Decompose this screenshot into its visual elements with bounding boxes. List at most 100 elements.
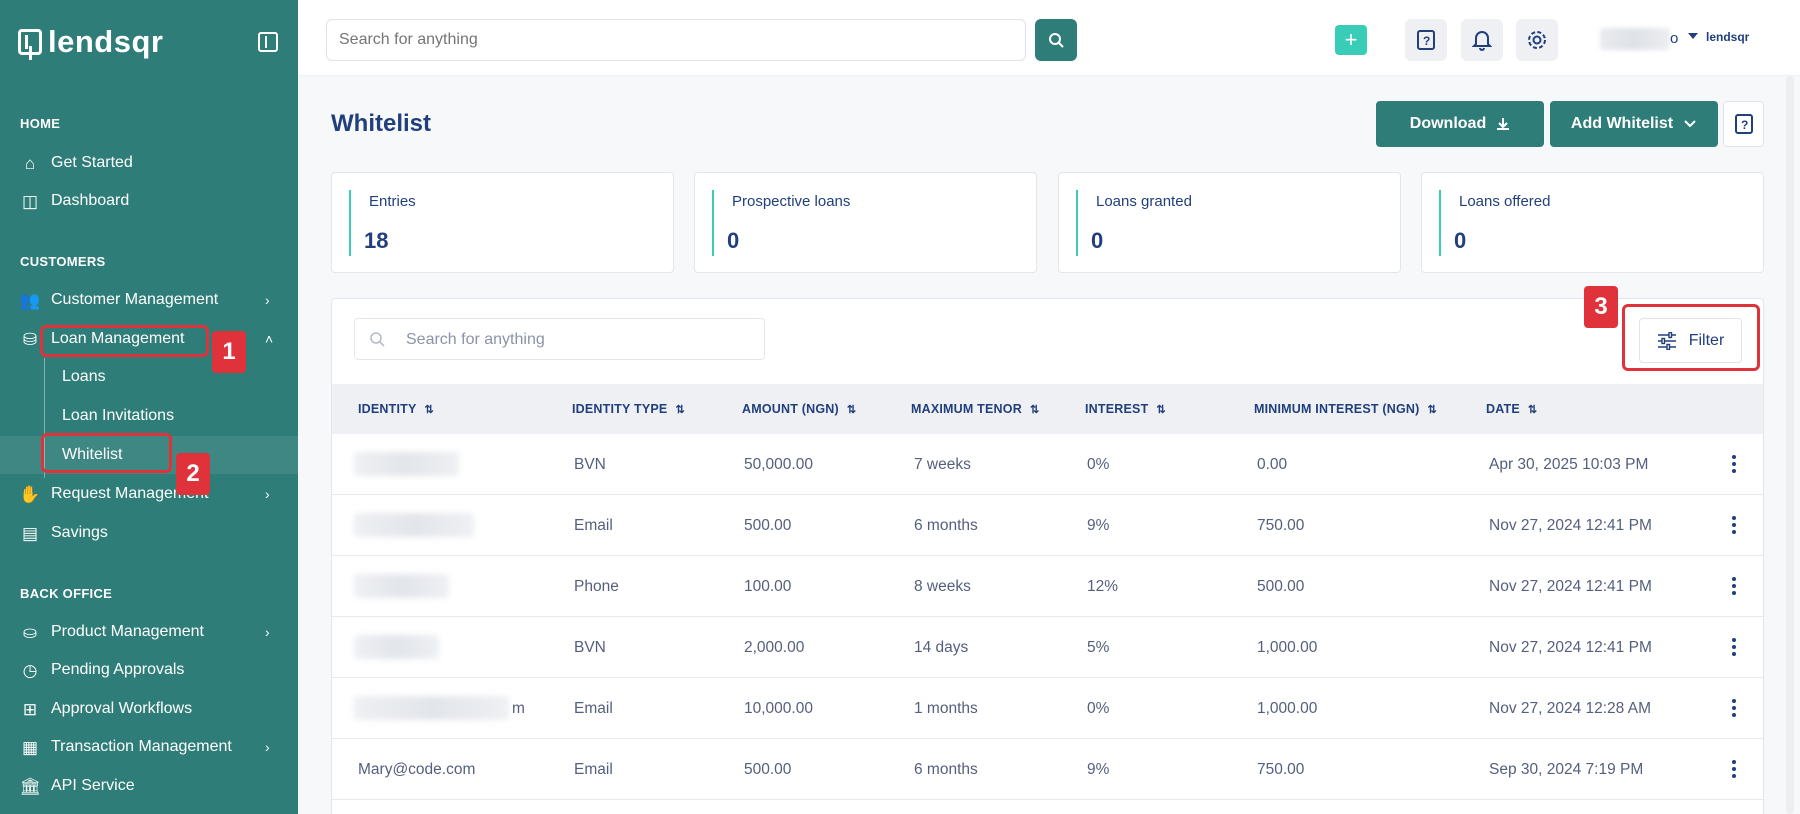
section-home: HOME	[20, 116, 61, 131]
row-actions-icon[interactable]	[1732, 638, 1736, 656]
cell-date: Nov 27, 2024 12:41 PM	[1489, 517, 1652, 534]
column-header-date[interactable]: DATE ⇅	[1486, 402, 1538, 416]
sort-icon: ⇅	[1427, 403, 1437, 416]
column-header-amount[interactable]: AMOUNT (NGN) ⇅	[742, 402, 857, 416]
page-title: Whitelist	[331, 110, 431, 137]
sidebar-item-label: Get Started	[51, 154, 133, 171]
chevron-down-icon[interactable]	[1688, 33, 1698, 39]
sort-icon: ⇅	[1527, 403, 1538, 416]
filter-button[interactable]: Filter	[1639, 318, 1742, 363]
gear-icon	[1528, 31, 1546, 49]
sidebar-item-loan-management[interactable]: ⛁ Loan Management ˄	[0, 320, 298, 358]
cell-identity: Mary@code.com	[358, 761, 476, 778]
column-header-identity[interactable]: IDENTITY ⇅	[358, 402, 434, 416]
identity-redacted	[354, 513, 474, 537]
plus-icon: +	[1344, 27, 1358, 52]
row-actions-icon[interactable]	[1732, 760, 1736, 778]
stat-value: 0	[727, 228, 740, 253]
bell-icon	[1472, 31, 1492, 51]
sidebar-subitem-loan-invitations[interactable]: Loan Invitations	[62, 407, 175, 424]
sidebar-collapse-icon[interactable]	[258, 32, 278, 52]
table-row[interactable]: BVN 2,000.00 14 days 5% 1,000.00 Nov 27,…	[332, 617, 1763, 678]
submenu-line	[44, 358, 45, 478]
download-icon	[1497, 118, 1510, 130]
global-search-input[interactable]	[326, 19, 1026, 61]
column-header-interest[interactable]: INTEREST ⇅	[1085, 402, 1166, 416]
cell-identity-type: Phone	[574, 578, 619, 595]
org-logo: lendsqr	[1706, 30, 1750, 44]
sidebar-item-request-management[interactable]: ✋ Request Management ›	[0, 475, 298, 513]
column-header-identity-type[interactable]: IDENTITY TYPE ⇅	[572, 402, 685, 416]
annotation-badge-1: 1	[212, 331, 246, 373]
stat-accent-bar	[1076, 190, 1078, 256]
cell-interest: 5%	[1087, 639, 1110, 656]
section-customers: CUSTOMERS	[20, 254, 106, 269]
sidebar-item-transaction-management[interactable]: ▦ Transaction Management ›	[0, 728, 298, 766]
cell-amount: 10,000.00	[744, 700, 813, 717]
sidebar-subitem-whitelist[interactable]: Whitelist	[0, 436, 298, 474]
cell-amount: 100.00	[744, 578, 792, 595]
stat-accent-bar	[712, 190, 714, 256]
cell-amount: 500.00	[744, 517, 792, 534]
sidebar-item-customer-management[interactable]: 👥 Customer Management ›	[0, 281, 298, 319]
chevron-right-icon: ›	[265, 739, 270, 755]
sidebar-subitem-loans[interactable]: Loans	[62, 368, 106, 385]
sidebar-item-label: Savings	[51, 524, 108, 541]
table-row[interactable]: Phone 100.00 8 weeks 12% 500.00 Nov 27, …	[332, 556, 1763, 617]
home-icon: ⌂	[24, 153, 36, 173]
row-actions-icon[interactable]	[1732, 516, 1736, 534]
stat-card-loans-offered: Loans offered 0	[1421, 172, 1764, 273]
stat-value: 0	[1454, 228, 1467, 253]
stat-accent-bar	[1439, 190, 1441, 256]
add-whitelist-label: Add Whitelist	[1570, 115, 1674, 132]
table-row[interactable]: BVN 50,000.00 7 weeks 0% 0.00 Apr 30, 20…	[332, 434, 1763, 495]
annotation-box-2	[41, 433, 172, 473]
cell-min-interest: 750.00	[1257, 517, 1305, 534]
row-actions-icon[interactable]	[1732, 699, 1736, 717]
request-icon: ✋	[19, 484, 41, 504]
row-actions-icon[interactable]	[1732, 577, 1736, 595]
column-header-maximum-tenor[interactable]: MAXIMUM TENOR ⇅	[911, 402, 1040, 416]
row-actions-icon[interactable]	[1732, 455, 1736, 473]
quick-add-button[interactable]: +	[1335, 25, 1367, 55]
sidebar-item-savings[interactable]: ▤ Savings	[0, 514, 298, 552]
help-book-icon: ?	[1734, 114, 1753, 134]
add-whitelist-button[interactable]: Add Whitelist	[1550, 101, 1718, 147]
sort-icon: ⇅	[1029, 403, 1040, 416]
page-help-button[interactable]: ?	[1723, 101, 1764, 147]
table-row[interactable]: Email 500.00 6 months 9% 750.00 Nov 27, …	[332, 495, 1763, 556]
cell-interest: 0%	[1087, 700, 1110, 717]
table-row[interactable]: Mary@code.com Email 500.00 6 months 9% 7…	[332, 739, 1763, 800]
user-name-redacted[interactable]	[1600, 28, 1670, 50]
cell-min-interest: 1,000.00	[1257, 700, 1318, 717]
user-name-tail: o	[1670, 30, 1679, 47]
sidebar-item-product-management[interactable]: ⛀ Product Management ›	[0, 613, 298, 651]
lendsqr-logo[interactable]: lendsqr	[18, 24, 163, 60]
chevron-right-icon: ›	[265, 292, 270, 308]
sidebar-item-api-service[interactable]: 🏛 API Service	[0, 767, 298, 805]
column-header-minimum-interest[interactable]: MINIMUM INTEREST (NGN) ⇅	[1254, 402, 1437, 416]
sidebar-item-label: Product Management	[51, 623, 204, 640]
cell-tenor: 1 months	[914, 700, 978, 717]
page-scrollbar[interactable]	[1786, 76, 1794, 814]
stat-value: 18	[364, 228, 389, 253]
notifications-button[interactable]	[1461, 19, 1503, 61]
svg-text:?: ?	[1741, 118, 1748, 132]
stat-card-entries: Entries 18	[331, 172, 674, 273]
settings-button[interactable]	[1516, 19, 1558, 61]
search-button[interactable]	[1035, 19, 1077, 61]
help-docs-button[interactable]: ?	[1405, 19, 1447, 61]
table-search-input[interactable]: Search for anything	[354, 318, 765, 360]
sort-icon: ⇅	[424, 403, 434, 416]
logo-text: lendsqr	[48, 24, 164, 59]
sidebar-item-get-started[interactable]: ⌂ Get Started	[0, 144, 298, 182]
annotation-badge-2: 2	[176, 453, 210, 495]
stat-card-prospective-loans: Prospective loans 0	[694, 172, 1037, 273]
download-button[interactable]: Download	[1376, 101, 1544, 147]
stat-value: 0	[1091, 228, 1104, 253]
stat-accent-bar	[349, 190, 351, 256]
table-row[interactable]: m Email 10,000.00 1 months 0% 1,000.00 N…	[332, 678, 1763, 739]
sidebar-item-approval-workflows[interactable]: ⊞ Approval Workflows	[0, 690, 298, 728]
sidebar-item-pending-approvals[interactable]: ◷ Pending Approvals	[0, 651, 298, 689]
sidebar-item-dashboard[interactable]: ◫ Dashboard	[0, 182, 298, 220]
